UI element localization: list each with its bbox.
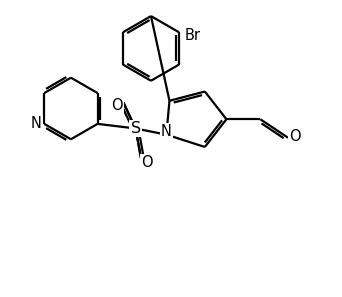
Text: O: O [111, 98, 123, 113]
Text: O: O [142, 155, 153, 170]
Text: N: N [161, 124, 172, 139]
Text: N: N [31, 116, 42, 131]
Text: Br: Br [185, 28, 201, 43]
Text: S: S [131, 121, 141, 136]
Text: O: O [289, 129, 301, 144]
